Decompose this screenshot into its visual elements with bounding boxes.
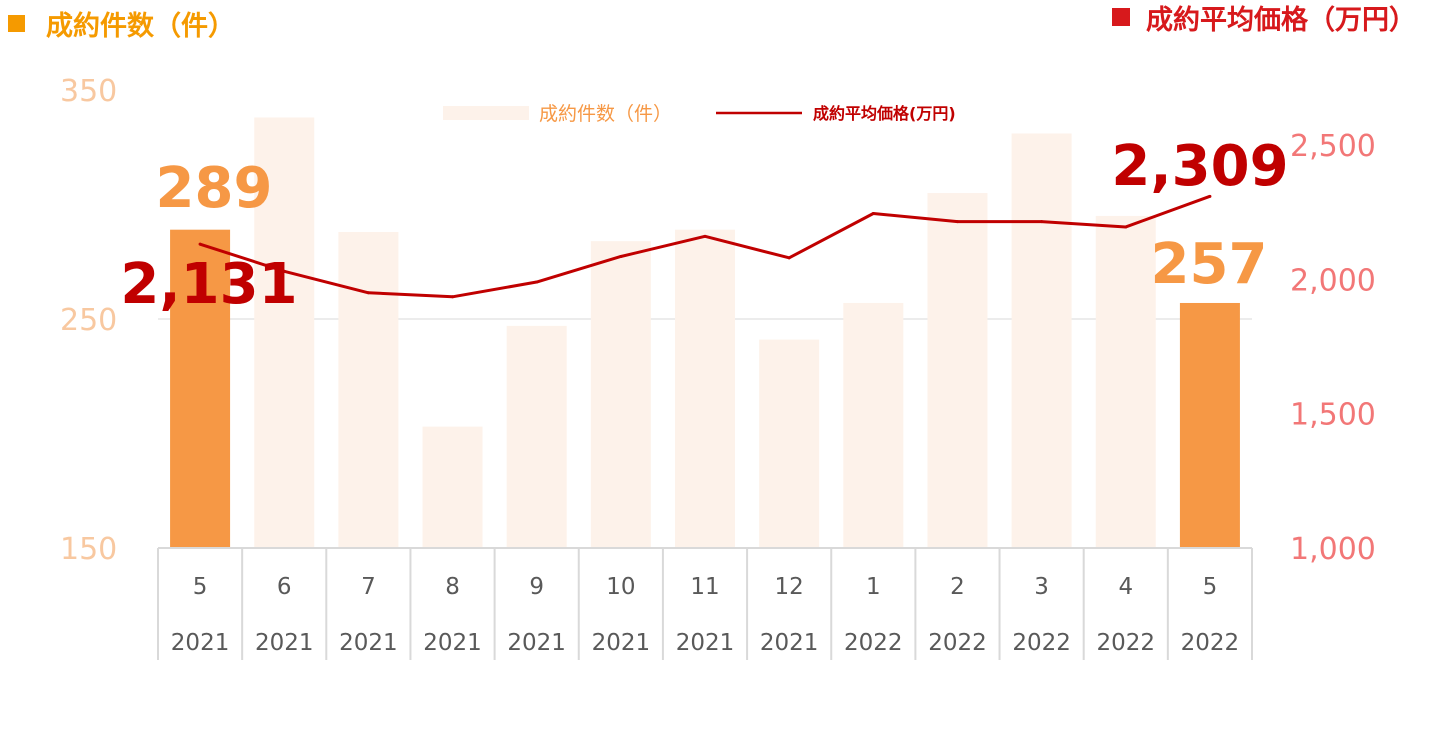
x-tick-month: 8 (445, 574, 460, 600)
x-tick-month: 11 (690, 574, 719, 600)
price-point-12 (1208, 194, 1212, 198)
x-tick-year: 2021 (423, 630, 482, 656)
right-axis-tick-label: 1,500 (1290, 398, 1376, 433)
axis-layer: 350 250 150 2,500 2,000 1,500 1,000 5 2021 6 2021 7… (60, 74, 1376, 660)
price-point-5 (619, 254, 623, 258)
line-data-label-first: 2,131 (120, 252, 297, 317)
right-title-marker (1112, 8, 1130, 26)
bar-4 (506, 325, 567, 548)
right-axis-tick-label: 2,000 (1290, 263, 1376, 298)
x-tick-month: 5 (1203, 574, 1218, 600)
bar-layer (170, 117, 1240, 549)
bar-6 (675, 229, 735, 548)
bar-3 (422, 426, 483, 548)
x-tick-year: 2021 (592, 630, 651, 656)
left-axis-tick-label: 250 (60, 303, 117, 338)
legend-bar-swatch (443, 106, 529, 120)
x-tick-month: 10 (606, 574, 635, 600)
bar-8 (843, 302, 904, 548)
price-point-10 (1040, 220, 1044, 224)
x-tick-year: 2022 (1096, 630, 1155, 656)
x-tick-month: 9 (529, 574, 544, 600)
price-point-9 (955, 220, 959, 224)
line-layer (198, 194, 1212, 299)
legend-line-label: 成約平均価格(万円) (813, 104, 956, 123)
x-tick-year: 2021 (676, 630, 735, 656)
left-axis-title: 成約件数（件） (46, 10, 235, 42)
left-title-marker (8, 15, 25, 32)
line-data-label-last: 2,309 (1111, 134, 1288, 199)
price-point-7 (787, 256, 791, 260)
left-axis-tick-label: 150 (60, 532, 117, 567)
x-tick-year: 2021 (760, 630, 819, 656)
x-tick-year: 2021 (171, 630, 230, 656)
x-tick-month: 2 (950, 574, 965, 600)
bar-5 (590, 241, 651, 548)
x-tick-month: 4 (1118, 574, 1133, 600)
label-layer: 289 2,131 2,309 257 (120, 134, 1288, 317)
price-point-2 (366, 291, 370, 295)
x-tick-month: 12 (775, 574, 804, 600)
price-point-1 (282, 269, 286, 273)
right-axis-tick-label: 2,500 (1290, 129, 1376, 164)
bar-7 (759, 339, 820, 548)
right-axis-tick-label: 1,000 (1290, 532, 1376, 567)
x-tick-year: 2022 (844, 630, 903, 656)
bar-data-label-first: 289 (156, 156, 273, 221)
price-point-4 (535, 280, 539, 284)
x-tick-year: 2021 (507, 630, 566, 656)
x-tick-year: 2021 (255, 630, 314, 656)
bar-11 (1095, 215, 1156, 548)
legend-bar-label: 成約件数（件） (539, 103, 672, 125)
x-tick-year: 2022 (928, 630, 987, 656)
bar-data-label-last: 257 (1151, 232, 1268, 297)
price-point-8 (871, 212, 875, 216)
bar-1 (254, 117, 315, 548)
x-tick-year: 2022 (1012, 630, 1071, 656)
x-tick-month: 1 (866, 574, 881, 600)
price-point-0 (198, 242, 202, 246)
x-tick-month: 6 (277, 574, 292, 600)
x-tick-month: 3 (1034, 574, 1049, 600)
right-axis-title: 成約平均価格（万円） (1146, 4, 1416, 36)
price-point-6 (703, 234, 707, 238)
bar-9 (927, 193, 988, 549)
x-tick-year: 2022 (1181, 630, 1240, 656)
bar-2 (338, 231, 399, 549)
left-axis-tick-label: 350 (60, 74, 117, 109)
bar-10 (1011, 133, 1072, 548)
bar-0 (170, 229, 231, 548)
price-point-11 (1124, 225, 1128, 229)
x-tick-month: 7 (361, 574, 376, 600)
x-tick-year: 2021 (339, 630, 398, 656)
x-tick-month: 5 (193, 574, 208, 600)
price-point-3 (451, 295, 455, 299)
bar-12 (1179, 302, 1240, 548)
